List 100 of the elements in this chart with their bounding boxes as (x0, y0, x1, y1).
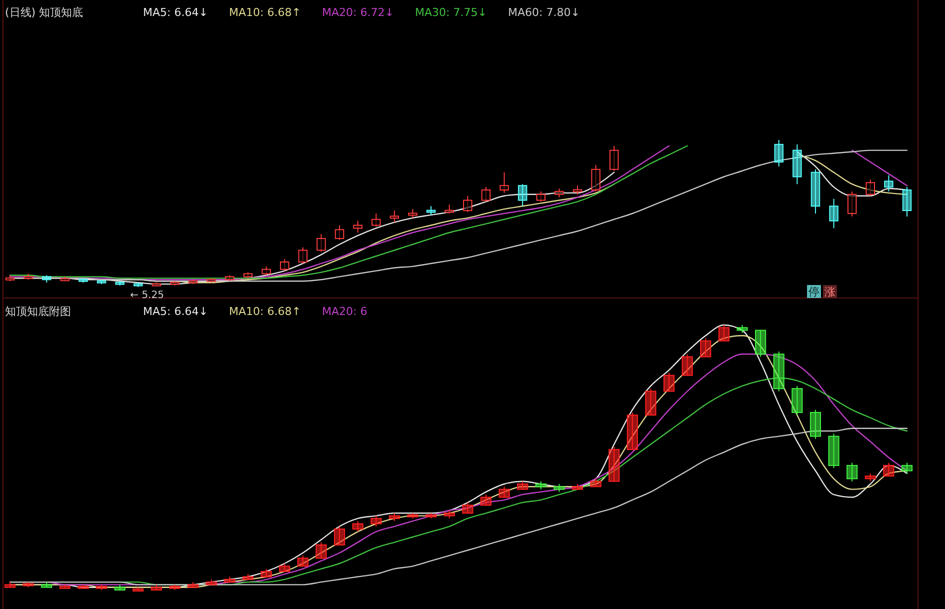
text: MA20: 6 (322, 305, 368, 318)
candlestick (22, 582, 34, 588)
text: MA60: 7.80↓ (508, 6, 580, 19)
candlestick (206, 578, 217, 586)
candlestick (115, 280, 124, 286)
text: MA30: 7.75↓ (415, 6, 487, 19)
candlestick (334, 224, 344, 240)
candlestick (444, 204, 454, 214)
candlestick (736, 324, 748, 334)
candlestick (225, 274, 234, 282)
candlestick (42, 274, 52, 284)
candlestick (372, 213, 381, 228)
candlestick (352, 520, 364, 532)
candlestick (590, 478, 602, 488)
candlestick (41, 582, 52, 588)
candlestick (535, 480, 546, 490)
candlestick (279, 563, 290, 572)
candlestick (846, 462, 858, 482)
candlestick (792, 144, 802, 185)
candlestick (554, 484, 565, 492)
candlestick (536, 190, 546, 202)
candlestick (810, 168, 820, 214)
candlestick (132, 586, 144, 592)
candlestick (810, 409, 822, 440)
candlestick (188, 279, 198, 285)
candlestick (316, 234, 326, 252)
candlestick (462, 502, 474, 514)
candlestick (480, 494, 492, 506)
candlestick (883, 462, 894, 477)
annotation: 涨 (824, 286, 836, 298)
candlestick (298, 246, 308, 264)
candlestick (408, 208, 418, 218)
candlestick (829, 198, 838, 229)
text: MA10: 6.68↑ (229, 305, 301, 318)
candlestick (170, 280, 180, 286)
candlestick (78, 584, 89, 589)
text: MA5: 6.64↓ (143, 305, 208, 318)
candlestick (572, 484, 584, 490)
candlestick (78, 278, 88, 284)
candlestick (4, 582, 16, 588)
candlestick (260, 568, 272, 578)
candlestick (902, 186, 912, 217)
annotation: 停 (808, 286, 820, 298)
candlestick (609, 145, 619, 172)
candlestick (60, 276, 70, 282)
candlestick (591, 164, 600, 192)
candlestick (96, 279, 106, 285)
candlestick (426, 512, 437, 519)
candlestick (96, 584, 108, 590)
candlestick (280, 258, 290, 272)
candlestick (682, 354, 693, 376)
text: MA10: 6.68↑ (229, 6, 301, 19)
candlestick (663, 372, 675, 392)
candlestick (242, 574, 254, 580)
candlestick (224, 576, 236, 583)
candlestick (864, 472, 876, 482)
candlestick (262, 266, 271, 276)
candlestick (700, 338, 712, 358)
candlestick (828, 433, 840, 469)
candlestick (388, 512, 400, 522)
candlestick (206, 278, 216, 284)
chart-title: 知顶知底附图 (5, 305, 71, 318)
candlestick (426, 206, 436, 216)
candlestick (645, 388, 656, 416)
candlestick (481, 186, 491, 202)
candlestick (792, 385, 803, 416)
text: ← 5.25 (130, 290, 164, 301)
candlestick (866, 179, 876, 196)
candlestick (773, 351, 784, 392)
candlestick (718, 324, 730, 342)
candlestick (114, 584, 126, 590)
chart-title: (日线) 知顶知底 (5, 6, 84, 19)
candlestick (572, 185, 582, 195)
candlestick (463, 195, 472, 213)
candlestick (517, 480, 528, 490)
candlestick (169, 584, 180, 590)
candlestick (316, 542, 327, 559)
candlestick (188, 582, 199, 588)
candlestick (498, 486, 510, 498)
candlestick (353, 220, 362, 234)
candlestick (407, 512, 418, 519)
candlestick (608, 446, 620, 482)
candlestick (500, 172, 509, 194)
candlestick (152, 282, 162, 286)
text: MA5: 6.64↓ (143, 6, 208, 19)
candlestick (901, 462, 913, 474)
candlestick (774, 140, 784, 167)
candlestick (59, 584, 70, 589)
text: MA20: 6.72↓ (322, 6, 394, 19)
candlestick (5, 274, 15, 282)
candlestick (370, 515, 382, 527)
candlestick (24, 273, 33, 280)
candlestick (134, 282, 143, 288)
candlestick (626, 412, 638, 450)
candlestick (390, 210, 400, 223)
candlestick (847, 190, 857, 217)
candlestick (444, 510, 455, 519)
candlestick (297, 555, 308, 567)
candlestick (334, 526, 346, 546)
candlestick (884, 174, 894, 192)
